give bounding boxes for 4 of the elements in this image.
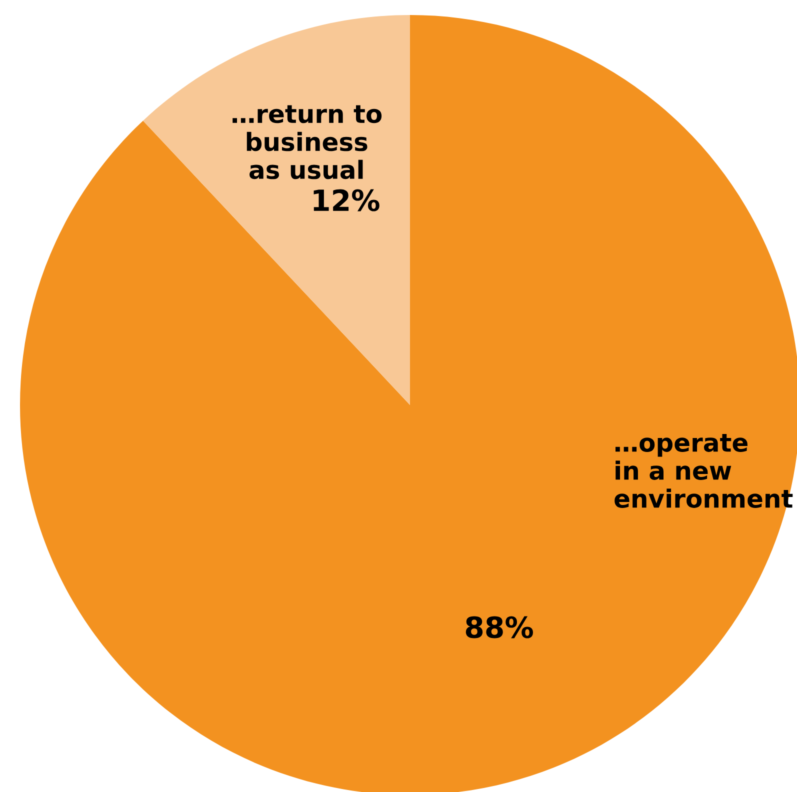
data-label: 12% <box>314 189 380 212</box>
pie-slice <box>143 15 410 405</box>
slice-label: …return to business as usual <box>232 105 382 180</box>
data-label: 88% <box>466 616 533 638</box>
